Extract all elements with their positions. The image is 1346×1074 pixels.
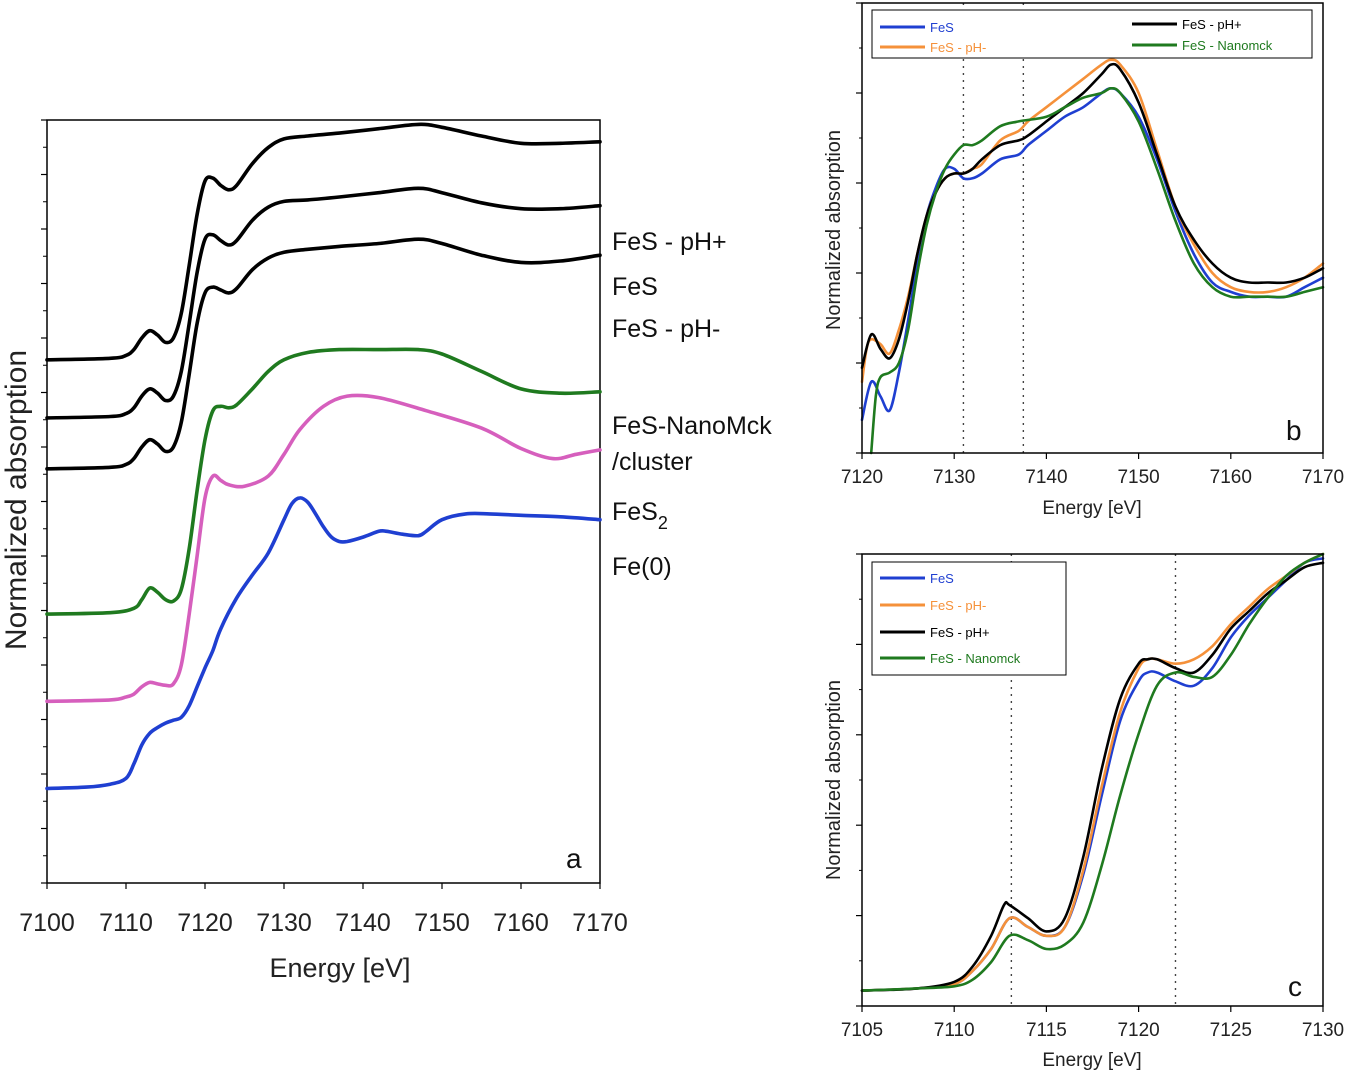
x-tick-label-c-7130: 7130 xyxy=(1302,1020,1344,1041)
legend-label-c-fes-ph-minus: FeS - pH- xyxy=(930,598,986,613)
panel-letter-c: c xyxy=(1288,971,1302,1002)
x-tick-label-a-7150: 7150 xyxy=(414,909,470,937)
chart-panel-a: 7100 7110 7120 7130 7140 7150 7160 7170 Energy … xyxy=(0,119,772,983)
series-line-c-fes-ph xyxy=(860,552,1325,992)
series-line-a-fe-0 xyxy=(45,496,602,791)
legend-label-c-fes-nanomck: FeS - Nanomck xyxy=(930,651,1021,666)
series-label-fes-nanomck: FeS-NanoMck xyxy=(612,412,772,440)
x-tick-label-b-7170: 7170 xyxy=(1302,467,1344,488)
x-tick-label-c-7120: 7120 xyxy=(1117,1020,1159,1041)
x-tick-label-b-7140: 7140 xyxy=(1025,467,1067,488)
legend-b: FeS FeS - pH- FeS - pH+ FeS - Nanomck xyxy=(871,9,1313,59)
series-line-a-fes-ph-plus xyxy=(45,122,602,362)
series-label-fe0: Fe(0) xyxy=(612,553,672,581)
x-tick-label-b-7120: 7120 xyxy=(841,467,883,488)
series-label-fes-ph-plus: FeS - pH+ xyxy=(612,228,727,256)
x-axis-title-b: Energy [eV] xyxy=(1042,498,1141,519)
x-tick-label-b-7130: 7130 xyxy=(933,467,975,488)
x-tick-label-a-7100: 7100 xyxy=(19,909,75,937)
series-line-a-fes2 xyxy=(45,393,602,704)
x-tick-label-c-7115: 7115 xyxy=(1026,1020,1067,1041)
x-tick-label-a-7110: 7110 xyxy=(99,909,153,937)
series-label-fes2: FeS2 xyxy=(612,498,668,533)
x-tick-label-a-7120: 7120 xyxy=(177,909,233,937)
legend-label-c-fes-ph-plus: FeS - pH+ xyxy=(930,625,990,640)
y-axis-title-c: Normalized absorption xyxy=(823,680,845,880)
panel-letter-b: b xyxy=(1286,415,1302,446)
x-axis-title-c: Energy [eV] xyxy=(1042,1050,1141,1071)
x-tick-label-a-7130: 7130 xyxy=(256,909,312,937)
series-line-c-fes-ph-plus xyxy=(860,561,1325,992)
x-tick-label-a-7140: 7140 xyxy=(335,909,391,937)
x-axis-title-a: Energy [eV] xyxy=(269,953,410,983)
panel-letter-a: a xyxy=(566,843,582,874)
x-tick-label-c-7125: 7125 xyxy=(1210,1020,1252,1041)
x-tick-label-b-7150: 7150 xyxy=(1117,467,1159,488)
chart-panel-c: 7105 7110 7115 7120 7125 7130 FeS FeS - pH- F… xyxy=(823,552,1344,1071)
series-line-c-fes-nanomck xyxy=(860,552,1325,992)
series-label-fes: FeS xyxy=(612,273,658,301)
legend-label-b-fes-ph-minus: FeS - pH- xyxy=(930,40,986,55)
series-label-fes2-base: FeS xyxy=(612,498,658,526)
y-axis-title-b: Normalized absorption xyxy=(823,130,845,330)
x-tick-label-c-7105: 7105 xyxy=(841,1020,883,1041)
series-label-cluster: /cluster xyxy=(612,448,693,476)
legend-c: FeS FeS - pH- FeS - pH+ FeS - Nanomck xyxy=(871,561,1067,676)
series-line-b-fes-nanomck xyxy=(869,86,1325,455)
series-line-b-fes xyxy=(860,87,1325,422)
series-label-fes-ph-minus: FeS - pH- xyxy=(612,315,720,343)
x-tick-label-b-7160: 7160 xyxy=(1210,467,1252,488)
legend-box-c xyxy=(871,561,1067,676)
x-tick-label-a-7160: 7160 xyxy=(493,909,549,937)
legend-box-b xyxy=(871,9,1313,59)
series-line-b-fes-ph xyxy=(860,58,1325,384)
x-tick-label-c-7110: 7110 xyxy=(934,1020,975,1041)
x-tick-label-a-7170: 7170 xyxy=(572,909,628,937)
legend-label-b-fes: FeS xyxy=(930,20,954,35)
chart-panel-b: 7120 7130 7140 7150 7160 7170 FeS FeS - pH- F… xyxy=(823,2,1344,519)
legend-label-c-fes: FeS xyxy=(930,571,954,586)
series-line-a-fes xyxy=(45,186,602,420)
y-axis-title-a: Normalized absorption xyxy=(0,350,33,650)
legend-label-b-fes-ph-plus: FeS - pH+ xyxy=(1182,17,1242,32)
series-line-a-fes-nanomck-cluster xyxy=(45,347,602,616)
legend-label-b-fes-nanomck: FeS - Nanomck xyxy=(1182,38,1273,53)
series-line-b-fes-ph-plus xyxy=(860,62,1325,369)
series-label-fes2-subscript: 2 xyxy=(658,513,668,533)
series-line-a-fes-ph xyxy=(45,237,602,471)
